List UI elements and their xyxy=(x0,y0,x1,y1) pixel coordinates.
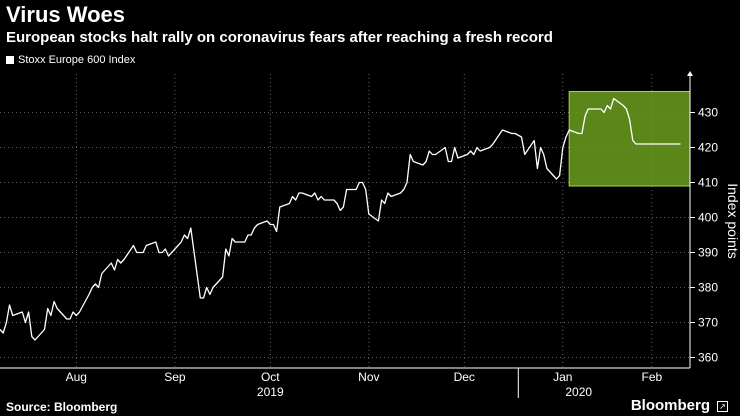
chart-title: Virus Woes xyxy=(6,2,126,27)
year-label-2019: 2019 xyxy=(257,385,284,399)
series-line-stoxx-600 xyxy=(0,97,681,341)
year-label-2020: 2020 xyxy=(565,385,592,399)
y-tick-label-360: 360 xyxy=(698,351,718,365)
y-tick-label-430: 430 xyxy=(698,106,718,120)
axis-layer: 360 370 380 390 400 410 420 430 Aug Sep Oct Nov Dec J… xyxy=(0,71,740,399)
x-tick-label-jan: Jan xyxy=(553,370,572,384)
legend: Stoxx Europe 600 Index xyxy=(6,54,135,66)
highlight-layer xyxy=(568,91,691,187)
x-tick-label-nov: Nov xyxy=(358,370,379,384)
y-axis-arrow xyxy=(687,71,693,76)
x-tick-label-oct: Oct xyxy=(261,370,280,384)
y-tick-label-380: 380 xyxy=(698,281,718,295)
brand-logo-text: Bloomberg xyxy=(630,397,710,414)
x-tick-label-aug: Aug xyxy=(66,370,87,384)
chart-subtitle: European stocks halt rally on coronaviru… xyxy=(6,29,553,46)
highlight-box xyxy=(568,91,691,187)
y-tick-label-390: 390 xyxy=(698,246,718,260)
legend-swatch xyxy=(6,56,14,64)
y-tick-label-370: 370 xyxy=(698,316,718,330)
x-tick-label-sep: Sep xyxy=(164,370,186,384)
y-tick-label-400: 400 xyxy=(698,211,718,225)
legend-label: Stoxx Europe 600 Index xyxy=(18,54,136,66)
x-tick-label-feb: Feb xyxy=(641,370,662,384)
y-axis-title: Index points xyxy=(725,183,740,259)
y-tick-label-420: 420 xyxy=(698,141,718,155)
x-tick-label-dec: Dec xyxy=(454,370,475,384)
source-note: Source: Bloomberg xyxy=(6,400,118,414)
y-tick-label-410: 410 xyxy=(698,176,718,190)
external-link-icon: ↗ xyxy=(717,401,728,412)
series-layer xyxy=(0,97,681,341)
